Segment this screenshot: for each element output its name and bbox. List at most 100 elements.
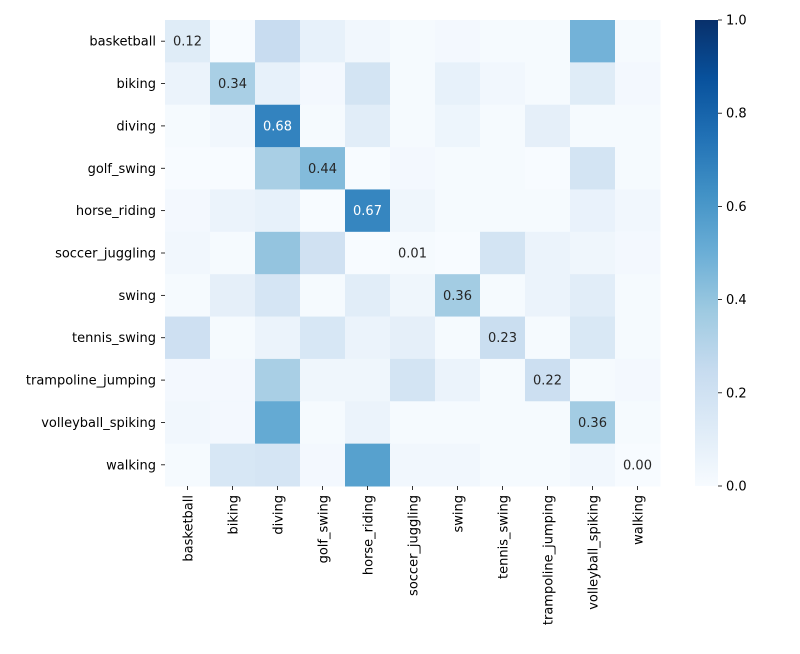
heatmap-cell <box>255 358 301 402</box>
x-tick-label: swing <box>452 495 467 533</box>
heatmap-cell <box>345 401 391 445</box>
heatmap-cell <box>435 358 481 402</box>
x-axis: basketball biking diving golf_swing horse_ri… <box>182 486 647 625</box>
heatmap-cell <box>165 443 211 487</box>
heatmap-cell <box>165 20 211 63</box>
heatmap-cell <box>255 231 301 275</box>
colorbar: 0.0 0.2 0.4 0.6 0.8 1.0 <box>695 14 747 495</box>
heatmap-cell <box>480 316 526 360</box>
heatmap-cell <box>615 316 661 360</box>
heatmap-cell <box>480 274 526 318</box>
heatmap-cell <box>210 231 256 275</box>
heatmap-cell <box>345 231 391 275</box>
heatmap-cell <box>255 20 301 63</box>
heatmap-cell <box>435 147 481 190</box>
heatmap-cell <box>390 147 436 190</box>
heatmap-cell <box>570 189 616 233</box>
heatmap-cell <box>480 20 526 63</box>
cell-annotation: 0.00 <box>623 458 652 473</box>
cell-annotation: 0.36 <box>443 289 472 304</box>
heatmap-cell-labels: 0.12 0.34 0.68 0.44 0.67 0.01 0.36 0.23 0.22 0.36… <box>173 35 652 474</box>
cell-annotation: 0.12 <box>173 35 202 50</box>
colorbar-tick-label: 0.4 <box>726 293 747 308</box>
heatmap-cell <box>615 104 661 148</box>
heatmap-cell <box>480 62 526 106</box>
colorbar-tick-label: 1.0 <box>726 14 747 29</box>
heatmap-cell <box>210 20 256 63</box>
y-tick-label: horse_riding <box>76 204 156 219</box>
heatmap-cell <box>525 20 571 63</box>
heatmap-cell <box>210 358 256 402</box>
heatmap-cell <box>525 401 571 445</box>
heatmap-cell <box>210 62 256 106</box>
x-tick-label: soccer_juggling <box>407 495 422 596</box>
heatmap-cell <box>615 20 661 63</box>
heatmap-cell <box>570 62 616 106</box>
heatmap-cell <box>525 189 571 233</box>
heatmap-cell <box>345 274 391 318</box>
cell-annotation: 0.34 <box>218 77 247 92</box>
y-tick-label: swing <box>118 289 156 304</box>
heatmap-cell <box>615 147 661 190</box>
heatmap-cell <box>570 20 616 63</box>
heatmap-cell <box>210 189 256 233</box>
heatmap-cell <box>570 443 616 487</box>
heatmap-cell <box>165 316 211 360</box>
heatmap-cell <box>255 316 301 360</box>
heatmap-cell <box>210 401 256 445</box>
heatmap-cell <box>435 316 481 360</box>
cell-annotation: 0.01 <box>398 247 427 262</box>
colorbar-tick-label: 0.6 <box>726 200 747 215</box>
heatmap-cell <box>300 358 346 402</box>
heatmap-cell <box>165 401 211 445</box>
heatmap-cell <box>615 443 661 487</box>
heatmap-cell <box>435 231 481 275</box>
heatmap-cell <box>480 401 526 445</box>
heatmap-cell <box>165 147 211 190</box>
x-tick-label: trampoline_jumping <box>542 495 557 625</box>
x-tick-label: basketball <box>182 495 197 562</box>
heatmap-cell <box>165 358 211 402</box>
heatmap-cell <box>480 358 526 402</box>
heatmap-cell <box>255 147 301 190</box>
cell-annotation: 0.44 <box>308 162 337 177</box>
heatmap-cell <box>390 316 436 360</box>
heatmap-cell <box>210 274 256 318</box>
heatmap-cell <box>435 401 481 445</box>
heatmap-cell <box>525 104 571 148</box>
heatmap-cell <box>435 20 481 63</box>
y-tick-label: basketball <box>89 35 156 50</box>
y-tick-label: biking <box>117 77 157 92</box>
heatmap-cell <box>165 189 211 233</box>
colorbar-gradient <box>695 20 718 486</box>
heatmap-cell <box>300 20 346 63</box>
heatmap-cell <box>165 231 211 275</box>
heatmap-cell <box>255 274 301 318</box>
heatmap-cell <box>525 147 571 190</box>
y-tick-label: volleyball_spiking <box>41 416 156 431</box>
heatmap-cell <box>210 443 256 487</box>
heatmap-cell <box>390 62 436 106</box>
heatmap-cell <box>300 274 346 318</box>
cell-annotation: 0.68 <box>263 119 292 134</box>
heatmap-cell <box>435 189 481 233</box>
colorbar-tick-label: 0.2 <box>726 386 747 401</box>
heatmap-cell <box>570 274 616 318</box>
x-tick-label: horse_riding <box>362 495 377 575</box>
heatmap-cell <box>525 316 571 360</box>
cell-annotation: 0.67 <box>353 204 382 219</box>
heatmap-cell <box>390 443 436 487</box>
heatmap-cell <box>570 231 616 275</box>
heatmap-cell <box>165 104 211 148</box>
heatmap-cell <box>345 316 391 360</box>
cell-annotation: 0.23 <box>488 331 517 346</box>
colorbar-tick-label: 0.8 <box>726 107 747 122</box>
heatmap-cell <box>300 443 346 487</box>
y-tick-label: diving <box>116 119 156 134</box>
heatmap-cell <box>435 274 481 318</box>
heatmap-cell <box>615 231 661 275</box>
cell-annotation: 0.22 <box>533 374 562 389</box>
heatmap-cell <box>390 401 436 445</box>
